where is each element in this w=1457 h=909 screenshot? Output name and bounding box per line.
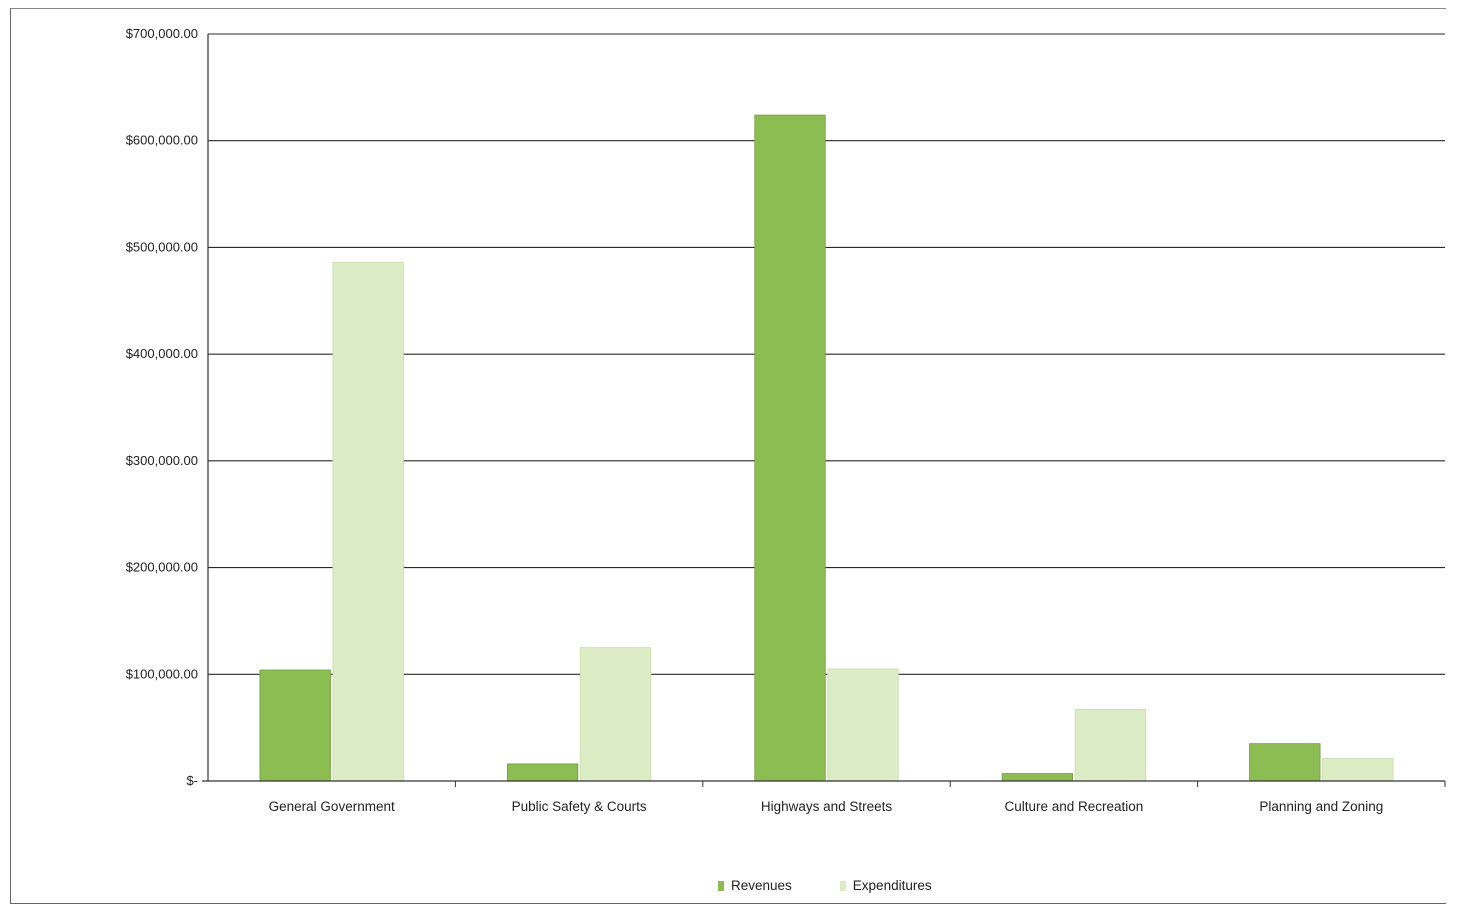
axes <box>202 34 1446 787</box>
y-tick-label: $500,000.00 <box>126 239 198 254</box>
gridlines <box>208 33 1445 675</box>
y-tick-label: $400,000.00 <box>126 346 198 361</box>
bar-expenditures <box>332 261 404 782</box>
legend-label-expenditures: Expenditures <box>852 878 932 893</box>
legend-swatch-revenues <box>718 880 724 891</box>
legend-item-expenditures: Expenditures <box>839 878 932 893</box>
x-tick-label: General Government <box>269 799 395 814</box>
bar-expenditures <box>579 647 652 782</box>
bar-expenditures <box>1322 758 1394 782</box>
y-tick-label: $600,000.00 <box>126 133 198 148</box>
y-tick-label: $300,000.00 <box>126 453 198 468</box>
y-tick-label: $700,000.00 <box>126 26 198 41</box>
legend: Revenues Expenditures <box>718 878 932 893</box>
legend-label-revenues: Revenues <box>731 878 792 893</box>
y-tick-label: $200,000.00 <box>126 560 198 575</box>
bar-revenues <box>259 669 331 782</box>
x-tick-label: Planning and Zoning <box>1259 799 1383 814</box>
bar-revenues <box>1001 773 1074 782</box>
legend-item-revenues: Revenues <box>718 878 792 893</box>
y-tick-label: $100,000.00 <box>126 666 198 681</box>
bars <box>259 114 1394 782</box>
axis-labels: $- $100,000.00 $200,000.00 $300,000.00 $400,… <box>126 26 1384 814</box>
bar-revenues <box>754 114 826 782</box>
x-tick-label: Public Safety & Courts <box>512 799 647 814</box>
x-tick-label: Culture and Recreation <box>1004 799 1143 814</box>
legend-swatch-expenditures <box>839 880 846 891</box>
bar-expenditures <box>1074 709 1147 782</box>
bar-revenues <box>1249 743 1321 782</box>
x-tick-label: Highways and Streets <box>761 799 893 814</box>
bar-expenditures <box>827 668 899 782</box>
chart-frame <box>10 8 1446 904</box>
y-tick-label: $- <box>186 773 198 788</box>
bar-revenues <box>506 763 579 782</box>
